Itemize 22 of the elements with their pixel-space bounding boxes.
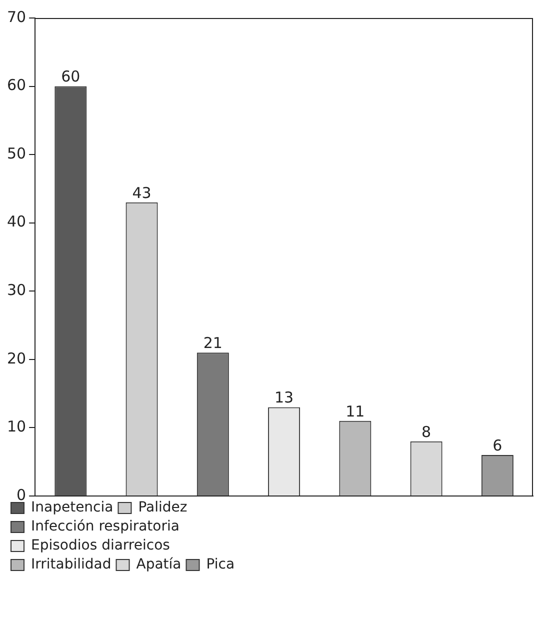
data-label: 43 [132,184,152,202]
legend-label: Irritabilidad [31,556,112,573]
y-tick-label: 30 [6,281,26,300]
data-label: 8 [422,422,432,441]
legend-label: Episodios diarreicos [31,538,170,554]
legend-label: Inapetencia [31,500,114,516]
data-label: 11 [346,402,365,420]
data-label: 13 [274,388,294,407]
legend-label: Pica [206,556,235,573]
data-label: 60 [61,68,80,86]
y-tick-label: 0 [16,486,26,504]
data-label: 6 [492,436,502,454]
y-tick-label: 40 [6,212,26,231]
y-tick-label: 60 [6,76,26,94]
legend-label: Palidez [138,500,188,516]
y-tick-label: 70 [6,8,26,26]
y-tick-label: 10 [6,418,26,436]
y-tick-label: 20 [6,349,26,368]
legend-label: Apatía [136,556,182,573]
y-tick-label: 50 [6,144,26,162]
data-label: 21 [203,334,222,352]
legend-label: Infección respiratoria [31,518,180,535]
